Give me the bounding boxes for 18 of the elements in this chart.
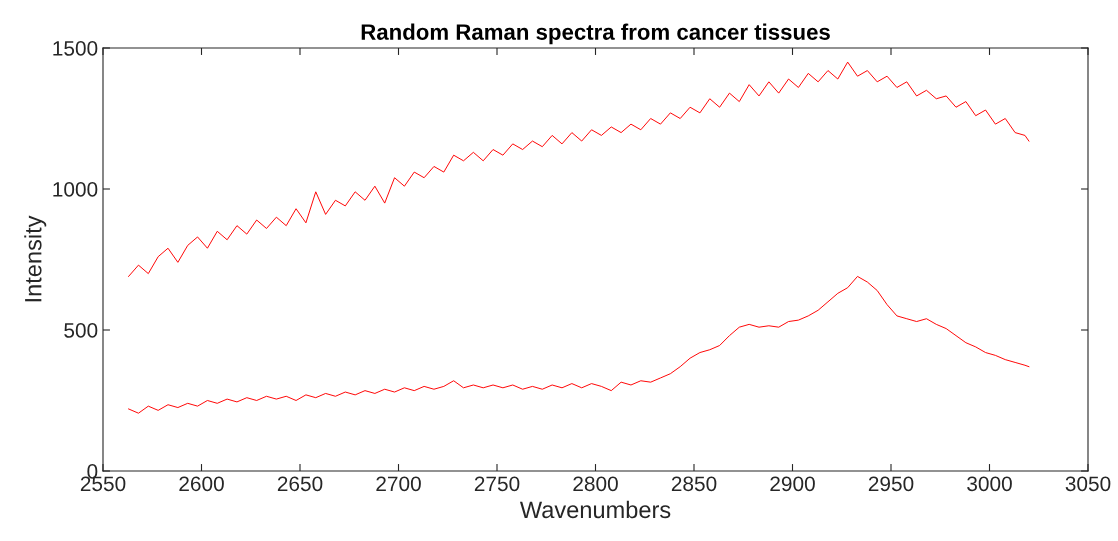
line-series — [128, 275, 1030, 414]
x-tick-label: 2850 — [671, 476, 717, 492]
x-tick-label: 2950 — [868, 476, 914, 492]
x-tick-label: 2600 — [179, 476, 224, 492]
x-axis-title: Wavenumbers — [519, 500, 671, 519]
x-tick-label: 3000 — [967, 476, 1012, 492]
y-tick-label: 1500 — [53, 41, 98, 56]
y-tick-label: 500 — [64, 323, 98, 338]
x-tick-label: 2650 — [277, 476, 323, 492]
y-axis-title: Intensity — [24, 215, 47, 302]
x-tick-label: 3050 — [1065, 476, 1111, 492]
chart-title: Random Raman spectra from cancer tissues — [361, 23, 830, 45]
x-tick-label: 2700 — [376, 476, 421, 492]
x-tick-label: 2750 — [474, 476, 520, 492]
line-series — [128, 61, 1030, 277]
x-tick-label: 2900 — [770, 476, 815, 492]
x-tick-label: 2800 — [573, 476, 618, 492]
y-tick-label: 1000 — [53, 182, 98, 197]
